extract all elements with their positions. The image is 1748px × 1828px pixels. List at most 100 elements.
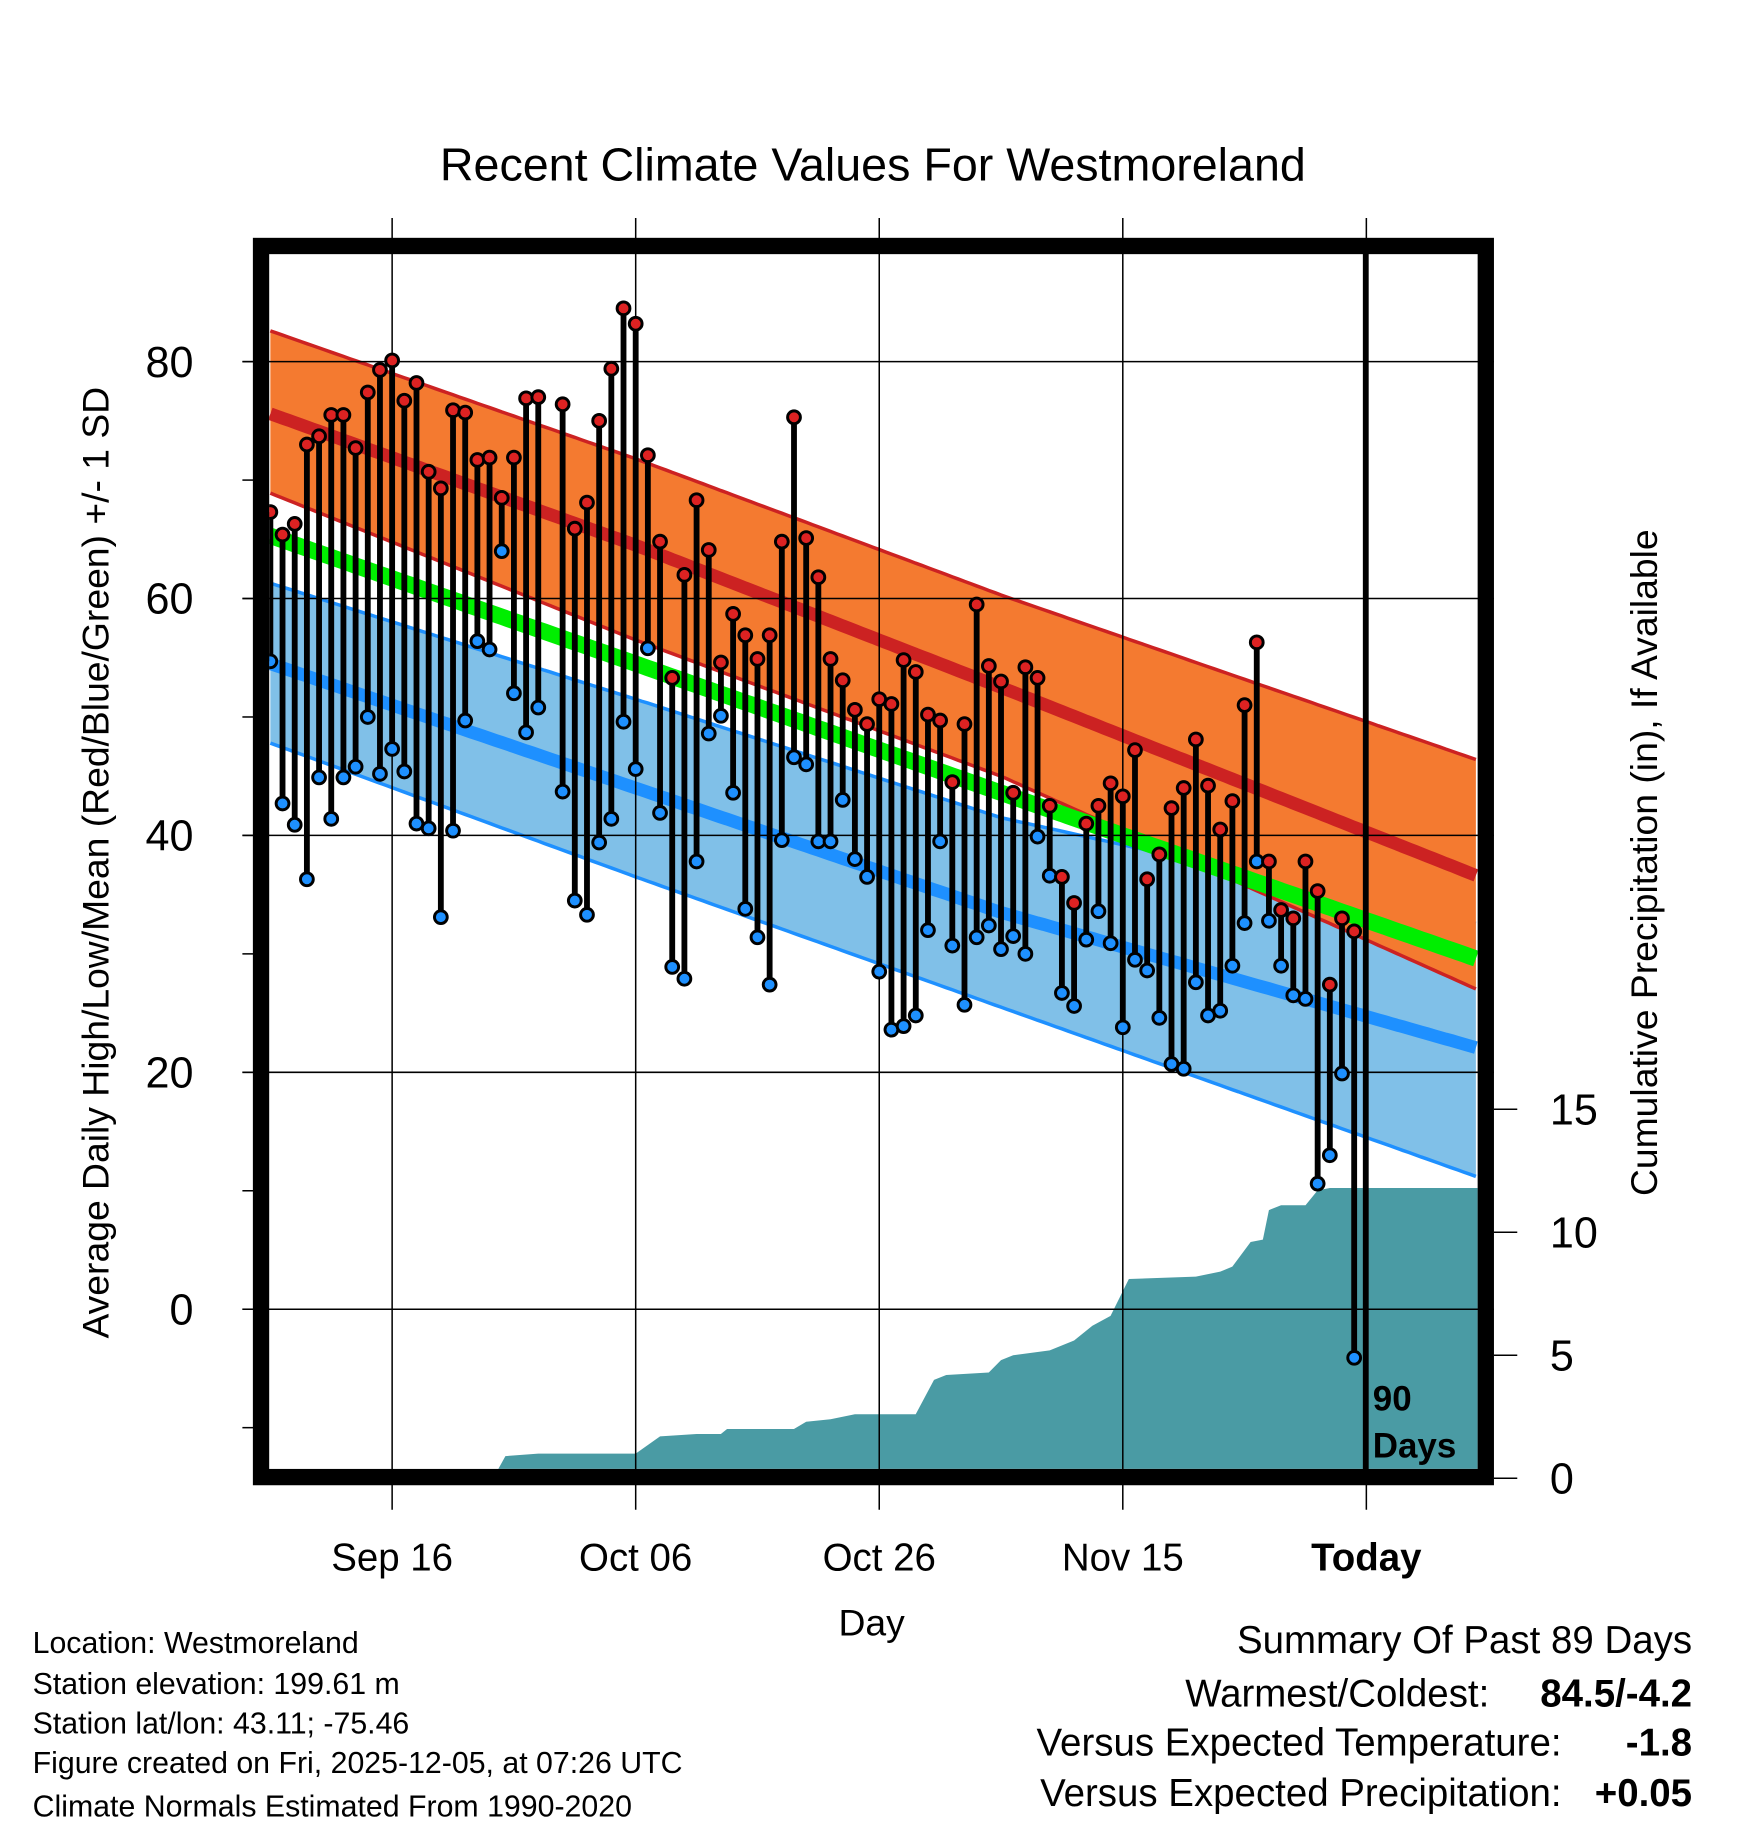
daily-low-point xyxy=(871,963,888,980)
x-tick-label: Oct 26 xyxy=(823,1536,936,1579)
daily-high-point xyxy=(1321,976,1338,993)
daily-high-point xyxy=(1200,777,1216,794)
daily-low-point xyxy=(299,871,315,888)
daily-low-point xyxy=(1017,946,1034,962)
daily-high-point xyxy=(469,452,486,468)
x-tick-label: Sep 16 xyxy=(331,1536,453,1579)
low-minus-sd-line xyxy=(269,741,1477,1179)
y-tick-label: 20 xyxy=(146,1049,194,1097)
daily-low-point xyxy=(445,822,461,839)
today-annotation-number: 90 xyxy=(1373,1380,1412,1419)
daily-high-point xyxy=(773,533,790,550)
daily-low-point xyxy=(956,996,973,1013)
daily-low-point xyxy=(1078,931,1095,948)
daily-high-point xyxy=(1078,815,1095,832)
daily-high-point xyxy=(761,627,778,644)
daily-low-point xyxy=(566,892,583,909)
daily-low-point xyxy=(1212,1002,1229,1019)
y2-tick-label: 15 xyxy=(1550,1086,1598,1134)
daily-low-point xyxy=(993,941,1009,958)
daily-low-point xyxy=(1102,935,1119,952)
daily-low-point xyxy=(1054,985,1070,1001)
daily-low-point xyxy=(311,769,327,786)
created-text: Figure created on Fri, 2025-12-05, at 07… xyxy=(33,1747,683,1780)
daily-low-point xyxy=(1273,957,1289,974)
y-tick-label: 40 xyxy=(146,813,194,861)
y2-tick-label: 10 xyxy=(1550,1209,1598,1257)
daily-low-point xyxy=(664,959,681,975)
daily-low-point xyxy=(269,653,279,670)
daily-high-point xyxy=(372,362,388,378)
daily-high-point xyxy=(1224,793,1241,809)
daily-low-point xyxy=(773,832,790,849)
normals-text: Climate Normals Estimated From 1990-2020 xyxy=(33,1790,632,1823)
daily-high-point xyxy=(822,651,839,667)
y2-tick-label: 5 xyxy=(1550,1332,1574,1380)
daily-high-point xyxy=(445,402,461,419)
x-tick-label: Nov 15 xyxy=(1062,1536,1184,1579)
daily-high-point xyxy=(1127,742,1143,759)
daily-high-point xyxy=(432,480,449,497)
daily-high-point xyxy=(1261,853,1277,870)
plot-frame xyxy=(252,237,1494,1486)
daily-high-point xyxy=(834,672,851,689)
daily-high-point xyxy=(335,407,352,423)
elevation-text: Station elevation: 199.61 m xyxy=(33,1668,400,1701)
daily-low-point xyxy=(1236,915,1253,931)
daily-high-point xyxy=(1151,846,1168,863)
daily-high-point xyxy=(1187,731,1204,748)
daily-high-point xyxy=(1114,788,1131,805)
daily-low-point xyxy=(822,833,839,850)
daily-low-point xyxy=(1175,1060,1192,1077)
daily-high-point xyxy=(1273,902,1289,918)
daily-low-point xyxy=(920,922,936,939)
daily-high-point xyxy=(1175,780,1192,796)
mean-line xyxy=(269,528,1478,967)
daily-low-point xyxy=(932,833,948,850)
daily-high-point xyxy=(274,526,291,543)
daily-high-point xyxy=(396,392,413,409)
daily-high-point xyxy=(591,412,608,429)
daily-low-point xyxy=(554,783,571,800)
daily-low-point xyxy=(652,805,668,821)
daily-low-point xyxy=(688,853,705,870)
daily-low-point xyxy=(274,795,291,812)
daily-low-point xyxy=(1005,928,1022,944)
high-mean-line xyxy=(269,407,1478,882)
daily-high-point xyxy=(603,360,620,377)
daily-high-point xyxy=(384,352,401,369)
daily-low-point xyxy=(834,792,851,808)
daily-low-point xyxy=(469,633,486,650)
daily-low-point xyxy=(457,712,474,729)
daily-high-point xyxy=(883,696,900,712)
axes: 0 20 40 60 80 0 5 10 15 Sep 16 Oct 06 Oct 26 Nov 15 T… xyxy=(146,339,1598,1580)
daily-high-point xyxy=(640,447,656,464)
daily-high-point xyxy=(299,436,315,453)
daily-high-point xyxy=(688,492,705,509)
daily-low-point xyxy=(907,1007,924,1024)
daily-low-point xyxy=(859,869,875,885)
daily-low-point xyxy=(518,724,534,741)
daily-high-point xyxy=(1248,634,1265,651)
daily-low-point xyxy=(1297,991,1314,1007)
summary: Summary Of Past 89 Days Warmest/Coldest:… xyxy=(1037,1619,1693,1815)
precip-diff-label: Versus Expected Precipitation: xyxy=(1040,1772,1561,1815)
daily-low-point xyxy=(713,707,729,724)
daily-high-point xyxy=(956,716,973,732)
daily-high-point xyxy=(1212,821,1229,838)
daily-low-point xyxy=(335,769,352,786)
daily-low-point xyxy=(944,937,961,954)
daily-low-point xyxy=(1261,912,1277,929)
daily-high-point xyxy=(1139,871,1156,888)
precip-area xyxy=(498,1187,1478,1469)
chart-title: Recent Climate Values For Westmoreland xyxy=(440,139,1306,191)
daily-low-point xyxy=(591,834,608,851)
daily-high-point xyxy=(286,516,303,532)
daily-low-point xyxy=(895,1018,912,1034)
daily-high-point xyxy=(347,440,364,456)
daily-low-point xyxy=(1127,951,1143,968)
daily-high-point xyxy=(493,489,510,506)
daily-high-point xyxy=(530,389,547,406)
daily-high-point xyxy=(269,504,279,520)
daily-low-point xyxy=(481,641,498,658)
